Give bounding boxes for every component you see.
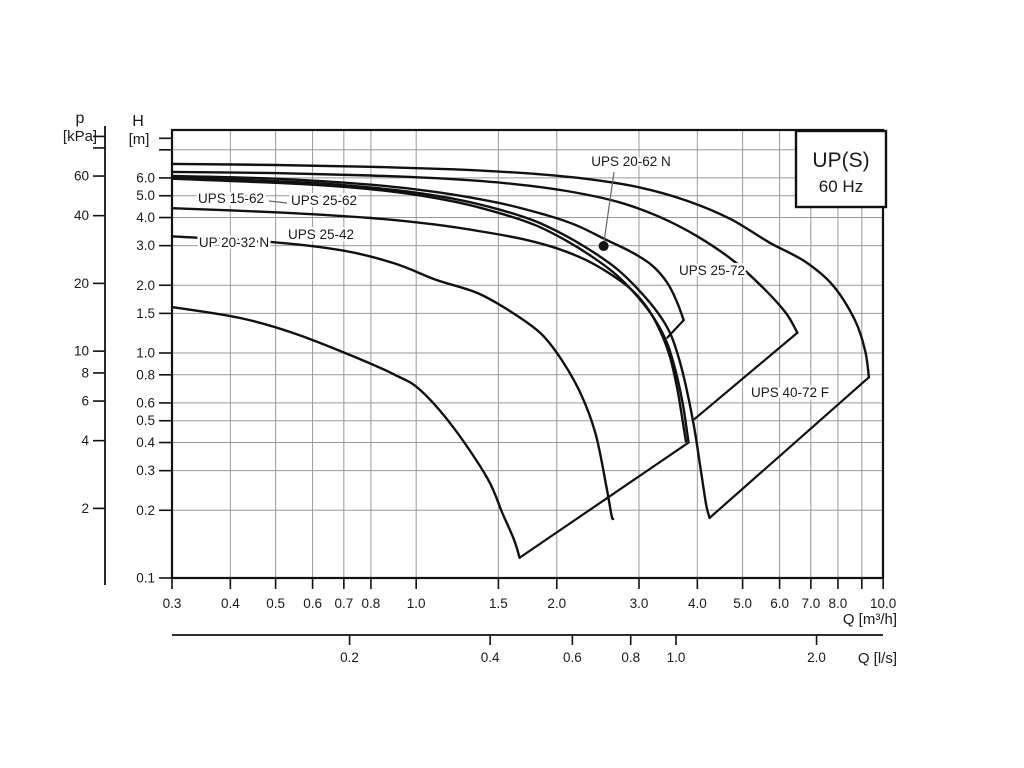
h-tick-label: 4.0	[136, 210, 155, 225]
curve-labels: UPS 15-62 UPS 25-62 UPS 25-42 UP 20-32 N UPS…	[195, 152, 831, 403]
q-ls-tick-label: 0.4	[481, 650, 500, 665]
axis-ticks	[93, 126, 884, 645]
h-tick-label: 0.2	[136, 503, 155, 518]
curve-label-ups-15-62: UPS 15-62	[198, 191, 264, 206]
axis-tick-labels: 0.3 0.4 0.5 0.6 0.7 0.8 1.0 1.5 2.0 3.0 4.0 5.0 6.0 7…	[74, 169, 896, 665]
p-axis-title: p [kPa]	[63, 110, 97, 145]
q-ls-tick-label: 2.0	[807, 650, 826, 665]
duty-point-dot	[598, 240, 609, 251]
p-tick-label: 8	[81, 365, 89, 380]
envelope-line-40-72	[708, 376, 871, 519]
curve-label-ups-20-62-n: UPS 20-62 N	[591, 154, 671, 169]
h-tick-label: 6.0	[136, 170, 155, 185]
h-tick-label: 0.1	[136, 571, 155, 586]
leader-ups-15-62	[268, 200, 288, 204]
p-tick-label: 20	[74, 276, 89, 291]
grid-lines	[171, 130, 884, 579]
pump-curve-envelope-min-curve	[170, 305, 521, 559]
pump-curve-ups-15-62	[170, 177, 690, 444]
pump-curve-ups-25-62	[170, 175, 711, 520]
q-tick-label: 0.8	[362, 596, 381, 611]
p-axis-unit: [kPa]	[63, 128, 97, 145]
pump-curves	[170, 162, 871, 559]
q-tick-label: 2.0	[547, 596, 566, 611]
h-tick-label: 0.3	[136, 463, 155, 478]
q-ls-tick-label: 0.8	[621, 650, 640, 665]
q-ls-axis-unit: Q [l/s]	[858, 650, 897, 667]
q-tick-label: 1.0	[407, 596, 426, 611]
p-tick-label: 60	[74, 169, 89, 184]
q-tick-label: 8.0	[829, 596, 848, 611]
envelope-line-low	[518, 441, 690, 559]
plot-border	[170, 128, 885, 580]
q-ls-tick-label: 1.0	[667, 650, 686, 665]
pump-curve-ups-20-62-n	[170, 174, 685, 322]
q-tick-label: 5.0	[733, 596, 752, 611]
h-tick-label: 0.6	[136, 395, 155, 410]
pump-curve-ups-25-72	[170, 170, 799, 334]
q-ls-tick-label: 0.2	[340, 650, 359, 665]
q-tick-label: 0.6	[303, 596, 322, 611]
pump-curve-ups-25-42	[170, 207, 688, 443]
h-axis-title: H [m]	[129, 113, 150, 148]
p-tick-label: 40	[74, 208, 89, 223]
plot-frame	[170, 128, 885, 580]
h-tick-label: 2.0	[136, 278, 155, 293]
q-tick-label: 3.0	[630, 596, 649, 611]
q-tick-label: 0.7	[334, 596, 353, 611]
p-axis-symbol: p	[76, 110, 85, 127]
q-tick-label: 7.0	[801, 596, 820, 611]
title-box-frequency: 60 Hz	[819, 177, 863, 196]
q-tick-label: 0.3	[163, 596, 182, 611]
h-tick-label: 5.0	[136, 188, 155, 203]
q-tick-label: 4.0	[688, 596, 707, 611]
p-tick-label: 4	[81, 433, 89, 448]
leader-ups-20-62n	[603, 171, 615, 243]
title-box: UP(S) 60 Hz	[794, 129, 888, 209]
curve-label-ups-25-62: UPS 25-62	[291, 193, 357, 208]
q-tick-label: 1.5	[489, 596, 508, 611]
title-box-series: UP(S)	[812, 149, 869, 172]
pump-curve-up-20-32-n	[170, 235, 615, 521]
h-tick-label: 3.0	[136, 238, 155, 253]
h-tick-label: 1.5	[136, 306, 155, 321]
p-tick-label: 10	[74, 344, 89, 359]
q-tick-label: 10.0	[870, 596, 896, 611]
p-tick-label: 2	[81, 501, 89, 516]
curve-label-up-20-32-n: UP 20-32 N	[199, 235, 269, 250]
title-box-border	[794, 129, 888, 209]
p-tick-label: 6	[81, 394, 89, 409]
curve-label-ups-25-42: UPS 25-42	[288, 227, 354, 242]
curve-label-ups-25-72: UPS 25-72	[679, 263, 745, 278]
q-tick-label: 6.0	[770, 596, 789, 611]
h-tick-label: 0.5	[136, 413, 155, 428]
pump-curve-ups-40-72-f	[170, 162, 871, 379]
h-tick-label: 0.8	[136, 367, 155, 382]
q-tick-label: 0.5	[266, 596, 285, 611]
envelope-line-20-62	[666, 319, 685, 339]
h-tick-label: 0.4	[136, 435, 155, 450]
h-tick-label: 1.0	[136, 346, 155, 361]
h-axis-unit: [m]	[129, 131, 150, 148]
h-axis-symbol: H	[132, 113, 144, 130]
q-ls-tick-label: 0.6	[563, 650, 582, 665]
envelope-line-25-72	[693, 331, 799, 420]
q-axis-unit: Q [m³/h]	[843, 611, 897, 628]
curve-label-ups-40-72-f: UPS 40-72 F	[751, 385, 829, 400]
q-tick-label: 0.4	[221, 596, 240, 611]
